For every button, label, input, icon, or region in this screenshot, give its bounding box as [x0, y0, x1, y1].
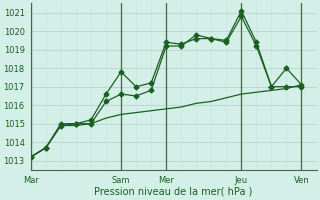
X-axis label: Pression niveau de la mer( hPa ): Pression niveau de la mer( hPa ) — [94, 187, 253, 197]
